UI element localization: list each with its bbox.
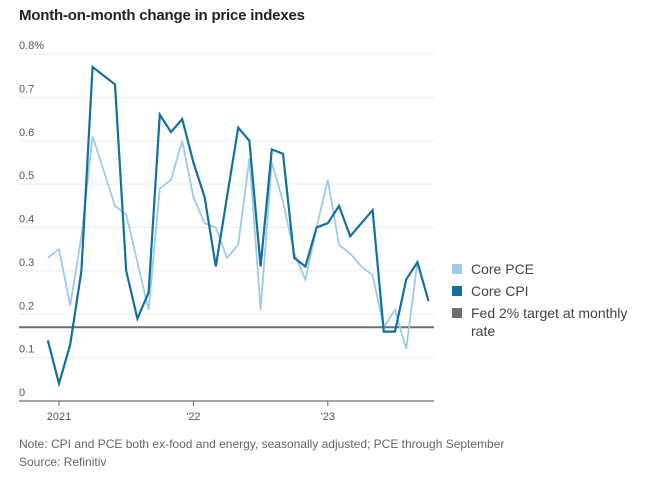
legend-item-fed-target: Fed 2% target at monthly rate xyxy=(452,304,651,340)
chart-title: Month-on-month change in price indexes xyxy=(19,7,305,24)
legend-swatch-fed-target xyxy=(452,308,462,318)
legend-label: Fed 2% target at monthly rate xyxy=(471,305,628,339)
x-tick-label: '22 xyxy=(186,411,200,423)
x-tick-label: 2021 xyxy=(47,411,71,423)
legend-label: Core PCE xyxy=(471,261,535,277)
x-axis: 2021 '22 '23 xyxy=(19,400,434,423)
y-tick-label: 0.3 xyxy=(19,257,34,269)
legend-item-core-pce: Core PCE xyxy=(452,260,651,278)
legend-swatch-core-pce xyxy=(452,264,462,274)
legend-swatch-core-cpi xyxy=(452,286,462,296)
legend: Core PCE Core CPI Fed 2% target at month… xyxy=(452,260,651,344)
y-tick-label: 0.4 xyxy=(19,214,34,226)
legend-label: Core CPI xyxy=(471,283,529,299)
series-lines xyxy=(46,64,430,388)
y-tick-label: 0.5 xyxy=(19,170,34,182)
series-line-core-cpi xyxy=(46,64,430,388)
gridlines xyxy=(19,53,434,359)
y-tick-label: 0 xyxy=(19,387,25,399)
y-tick-label: 0.7 xyxy=(19,83,34,95)
note-text: Note: CPI and PCE both ex-food and energ… xyxy=(19,437,505,451)
y-tick-label: 0.1 xyxy=(19,344,34,356)
y-axis-tick-labels: 0 0.1 0.2 0.3 0.4 0.5 0.6 0.7 0.8% xyxy=(19,40,44,399)
series-line-core-pce xyxy=(47,136,419,350)
footnote: Note: CPI and PCE both ex-food and energ… xyxy=(19,435,504,471)
legend-item-core-cpi: Core CPI xyxy=(452,282,651,300)
y-tick-label: 0.2 xyxy=(19,300,34,312)
y-tick-label: 0.8% xyxy=(19,40,44,52)
x-tick-label: '23 xyxy=(321,411,335,423)
source-text: Source: Refinitiv xyxy=(19,455,107,469)
y-tick-label: 0.6 xyxy=(19,127,34,139)
